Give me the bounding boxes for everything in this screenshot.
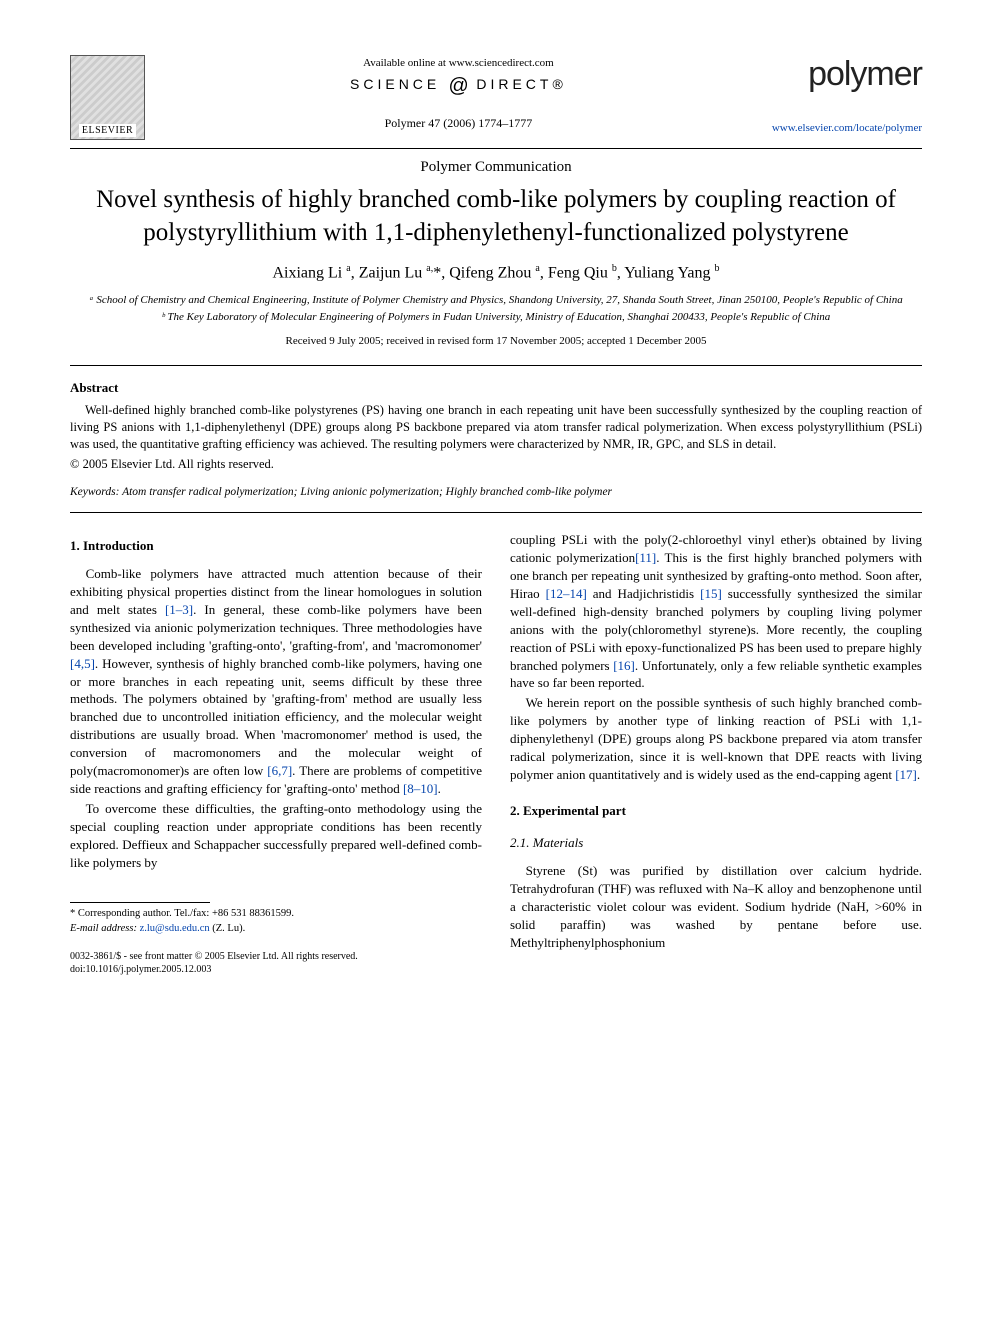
publisher-logo: ELSEVIER: [70, 55, 145, 140]
doi-line: doi:10.1016/j.polymer.2005.12.003: [70, 963, 482, 976]
affiliation-b: ᵇ The Key Laboratory of Molecular Engine…: [70, 309, 922, 326]
section-1-heading: 1. Introduction: [70, 537, 482, 555]
intro-paragraph-3: coupling PSLi with the poly(2-chloroethy…: [510, 531, 922, 692]
materials-paragraph-1: Styrene (St) was purified by distillatio…: [510, 862, 922, 952]
intro-paragraph-1: Comb-like polymers have attracted much a…: [70, 565, 482, 798]
journal-brand-block: polymer www.elsevier.com/locate/polymer: [772, 55, 922, 134]
citation-text: Polymer 47 (2006) 1774–1777: [145, 116, 772, 131]
ref-link-17[interactable]: [17]: [895, 767, 917, 782]
article-type: Polymer Communication: [70, 159, 922, 176]
left-column: 1. Introduction Comb-like polymers have …: [70, 531, 482, 976]
email-line: E-mail address: z.lu@sdu.edu.cn (Z. Lu).: [70, 922, 482, 937]
text-fragment: .: [917, 767, 920, 782]
abstract-bottom-rule: [70, 512, 922, 513]
sciencedirect-left: SCIENCE: [350, 76, 440, 92]
text-fragment: and Hadjichristidis: [587, 586, 700, 601]
sciencedirect-logo: SCIENCE @ DIRECT®: [145, 75, 772, 98]
publisher-name: ELSEVIER: [79, 124, 136, 137]
ref-link-8-10[interactable]: [8–10]: [403, 781, 438, 796]
journal-name: polymer: [772, 55, 922, 94]
article-title: Novel synthesis of highly branched comb-…: [70, 184, 922, 249]
abstract-heading: Abstract: [70, 380, 922, 396]
footnote-rule: [70, 902, 210, 903]
ref-link-16[interactable]: [16]: [613, 658, 635, 673]
email-link[interactable]: z.lu@sdu.edu.cn: [140, 923, 210, 934]
article-dates: Received 9 July 2005; received in revise…: [70, 335, 922, 347]
issn-line: 0032-3861/$ - see front matter © 2005 El…: [70, 950, 482, 963]
text-fragment: We herein report on the possible synthes…: [510, 695, 922, 782]
email-suffix: (Z. Lu).: [212, 923, 245, 934]
affiliations: ᵃ School of Chemistry and Chemical Engin…: [70, 292, 922, 325]
copyright-line: © 2005 Elsevier Ltd. All rights reserved…: [70, 457, 922, 472]
right-column: coupling PSLi with the poly(2-chloroethy…: [510, 531, 922, 976]
section-2-heading: 2. Experimental part: [510, 802, 922, 820]
page-header: ELSEVIER Available online at www.science…: [70, 55, 922, 140]
at-symbol-icon: @: [448, 75, 468, 97]
ref-link-1-3[interactable]: [1–3]: [165, 602, 193, 617]
corresponding-line: * Corresponding author. Tel./fax: +86 53…: [70, 907, 482, 922]
corresponding-author-footnote: * Corresponding author. Tel./fax: +86 53…: [70, 907, 482, 936]
sciencedirect-right: DIRECT®: [476, 76, 566, 92]
ref-link-15[interactable]: [15]: [700, 586, 722, 601]
keywords-values: Atom transfer radical polymerization; Li…: [122, 486, 612, 498]
subsection-2-1-heading: 2.1. Materials: [510, 834, 922, 852]
text-fragment: .: [438, 781, 441, 796]
intro-paragraph-4: We herein report on the possible synthes…: [510, 694, 922, 784]
ref-link-11[interactable]: [11]: [635, 550, 656, 565]
body-columns: 1. Introduction Comb-like polymers have …: [70, 531, 922, 976]
journal-homepage-link[interactable]: www.elsevier.com/locate/polymer: [772, 122, 922, 134]
available-online-text: Available online at www.sciencedirect.co…: [145, 57, 772, 69]
affiliation-a: ᵃ School of Chemistry and Chemical Engin…: [70, 292, 922, 309]
intro-paragraph-2: To overcome these difficulties, the graf…: [70, 800, 482, 872]
ref-link-6-7[interactable]: [6,7]: [267, 763, 292, 778]
elsevier-tree-icon: ELSEVIER: [70, 55, 145, 140]
ref-link-4-5[interactable]: [4,5]: [70, 656, 95, 671]
ref-link-12-14[interactable]: [12–14]: [546, 586, 587, 601]
footer-meta: 0032-3861/$ - see front matter © 2005 El…: [70, 950, 482, 976]
author-list: Aixiang Li a, Zaijun Lu a,*, Qifeng Zhou…: [70, 263, 922, 282]
header-rule: [70, 148, 922, 149]
keywords-line: Keywords: Atom transfer radical polymeri…: [70, 486, 922, 498]
email-label: E-mail address:: [70, 923, 137, 934]
abstract-top-rule: [70, 365, 922, 366]
abstract-body: Well-defined highly branched comb-like p…: [70, 402, 922, 453]
header-center: Available online at www.sciencedirect.co…: [145, 55, 772, 131]
keywords-label: Keywords:: [70, 486, 119, 498]
text-fragment: . However, synthesis of highly branched …: [70, 656, 482, 779]
